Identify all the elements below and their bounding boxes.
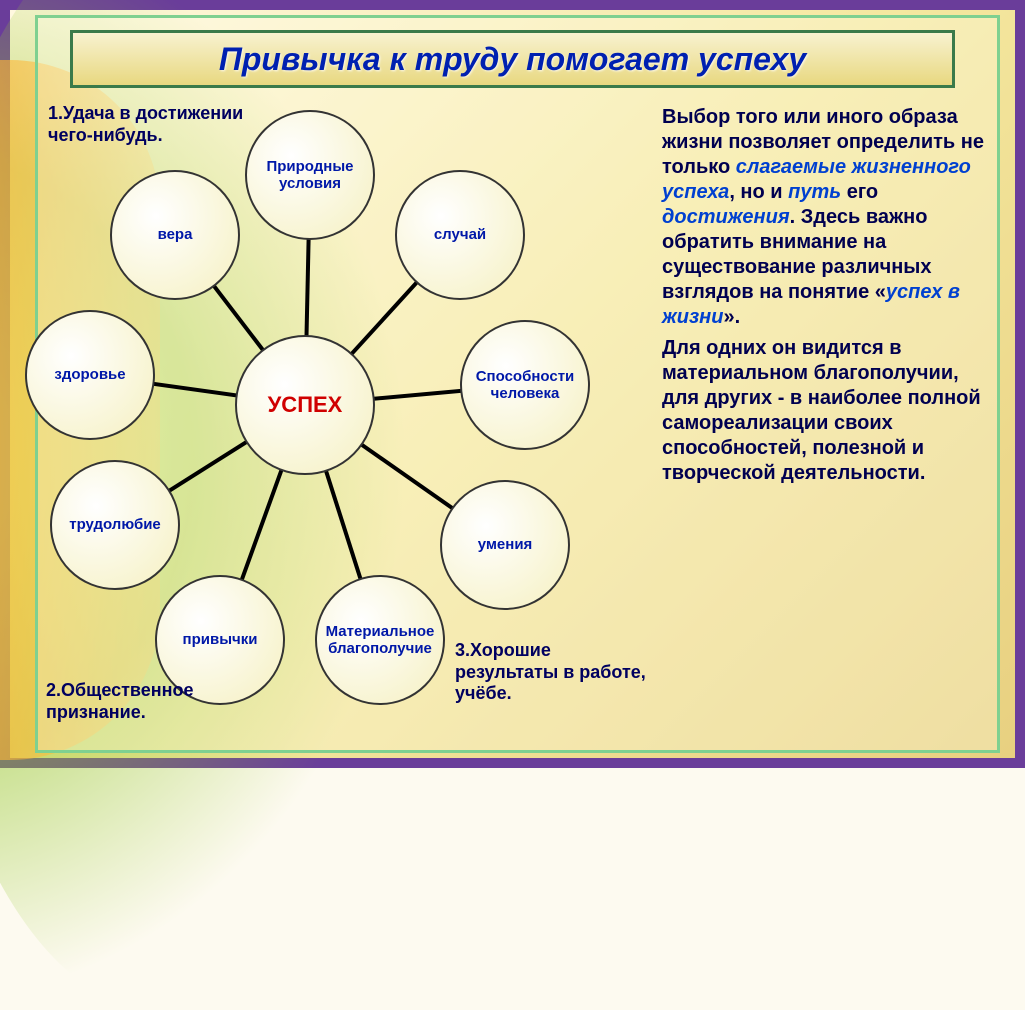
body-paragraph: Выбор того или иного образа жизни позвол… xyxy=(662,105,992,486)
diagram-outer-label: вера xyxy=(158,226,193,243)
corner-note: 1.Удача в достижении чего-нибудь. xyxy=(48,103,258,146)
diagram-outer-node: здоровье xyxy=(25,310,155,440)
diagram-outer-label: случай xyxy=(434,226,486,243)
diagram-outer-label: трудолюбие xyxy=(69,516,161,533)
diagram-outer-node: Природные условия xyxy=(245,110,375,240)
body-text-p2: Для одних он видится в материальном благ… xyxy=(662,337,981,484)
diagram-outer-node: вера xyxy=(110,170,240,300)
title-box: Привычка к труду помогает успеху xyxy=(70,30,955,88)
diagram-outer-node: Способности человека xyxy=(460,320,590,450)
diagram-outer-node: умения xyxy=(440,480,570,610)
radial-diagram: УСПЕХ Природные условия случай Способности … xyxy=(30,95,650,735)
slide-title: Привычка к труду помогает успеху xyxy=(219,41,806,78)
diagram-outer-node: случай xyxy=(395,170,525,300)
body-text: ». xyxy=(723,306,740,328)
diagram-outer-label: Материальное благополучие xyxy=(325,623,435,658)
body-highlight: достижения xyxy=(662,206,790,228)
diagram-center-label: УСПЕХ xyxy=(268,392,343,418)
diagram-outer-node: трудолюбие xyxy=(50,460,180,590)
body-highlight: путь xyxy=(788,181,841,203)
diagram-outer-label: умения xyxy=(478,536,533,553)
diagram-outer-label: здоровье xyxy=(54,366,125,383)
diagram-outer-label: Природные условия xyxy=(255,158,365,193)
diagram-outer-node: Материальное благополучие xyxy=(315,575,445,705)
corner-note: 3.Хорошие результаты в работе, учёбе. xyxy=(455,640,650,705)
body-text: его xyxy=(841,181,878,203)
diagram-outer-label: Способности человека xyxy=(470,368,580,403)
diagram-center-node: УСПЕХ xyxy=(235,335,375,475)
corner-note: 2.Общественное признание. xyxy=(46,680,206,723)
diagram-outer-label: привычки xyxy=(183,631,258,648)
body-text: , но и xyxy=(729,181,788,203)
